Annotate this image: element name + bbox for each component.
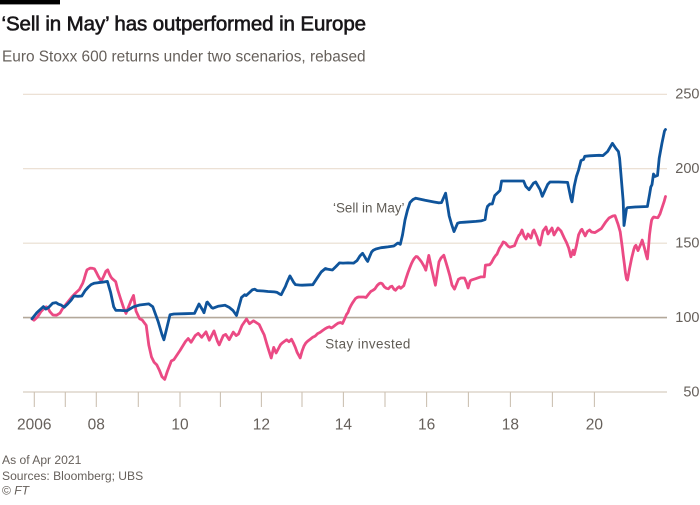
svg-text:18: 18	[502, 416, 519, 433]
svg-text:Sources: Bloomberg; UBS: Sources: Bloomberg; UBS	[2, 469, 143, 483]
svg-text:200: 200	[675, 161, 699, 177]
svg-text:10: 10	[171, 416, 189, 433]
svg-text:2006: 2006	[17, 416, 51, 433]
svg-text:14: 14	[335, 416, 353, 433]
svg-text:100: 100	[675, 310, 699, 326]
svg-text:Stay invested: Stay invested	[325, 337, 411, 352]
svg-text:250: 250	[675, 87, 699, 103]
svg-text:‘Sell in May’: ‘Sell in May’	[333, 201, 404, 216]
svg-text:08: 08	[88, 416, 105, 433]
svg-text:20: 20	[586, 416, 604, 433]
svg-text:150: 150	[675, 236, 699, 252]
svg-text:© FT: © FT	[2, 484, 31, 498]
svg-text:12: 12	[253, 416, 270, 433]
svg-text:As of Apr 2021: As of Apr 2021	[2, 453, 82, 467]
svg-text:16: 16	[418, 416, 435, 433]
svg-text:‘Sell in May’ has outperformed: ‘Sell in May’ has outperformed in Europe	[2, 13, 366, 36]
svg-text:50: 50	[683, 384, 699, 400]
svg-text:Euro Stoxx 600 returns under t: Euro Stoxx 600 returns under two scenari…	[2, 49, 366, 66]
